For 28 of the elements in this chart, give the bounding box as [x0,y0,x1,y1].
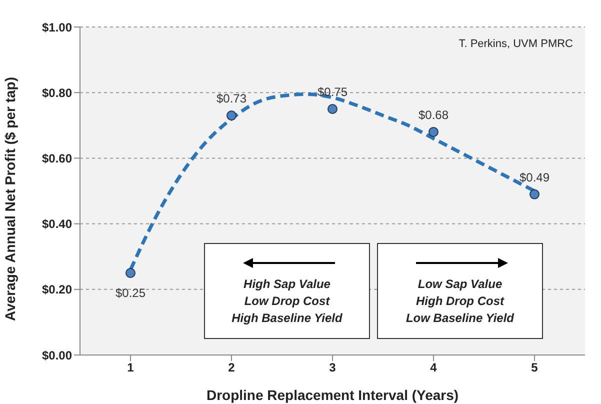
annotation: T. Perkins, UVM PMRC [458,38,573,50]
y-axis-title: Average Annual Net Profit ($ per tap) [2,76,18,321]
y-tick-label: $0.40 [42,217,72,232]
annotation: Low Sap Value High Drop Cost Low Baseline Yield [404,276,516,327]
x-tick-label: 4 [430,360,438,375]
x-tick-label: 1 [127,360,134,375]
data-label: $0.75 [317,85,348,99]
text-box: High Sap Value Low Drop Cost High Baseline Yield [204,243,370,339]
point [125,268,136,278]
data-label: $0.73 [216,92,247,106]
y-tick-label: $0.60 [42,151,72,166]
data-label: $0.25 [115,286,146,300]
point [529,189,540,200]
x-tick-label: 3 [329,360,336,375]
data-label: $0.49 [519,170,550,184]
y-tick-label: $0.00 [42,348,72,362]
annotation: High Sap Value Low Drop Cost High Baseline Yield [230,276,344,327]
text-box: Low Sap Value High Drop Cost Low Baseline Yield [377,243,543,339]
point [428,126,439,137]
y-tick-label: $0.80 [42,86,72,100]
y-tick-label: $0.20 [42,282,72,297]
y-tick-label: $1.00 [42,20,72,34]
data-label: $0.68 [418,108,449,122]
x-axis-title: Dropline Replacement Interval (Years) [206,387,459,403]
x-tick-label: 2 [228,360,236,375]
point [327,104,338,114]
point [226,110,237,121]
x-tick-label: 5 [531,360,538,375]
